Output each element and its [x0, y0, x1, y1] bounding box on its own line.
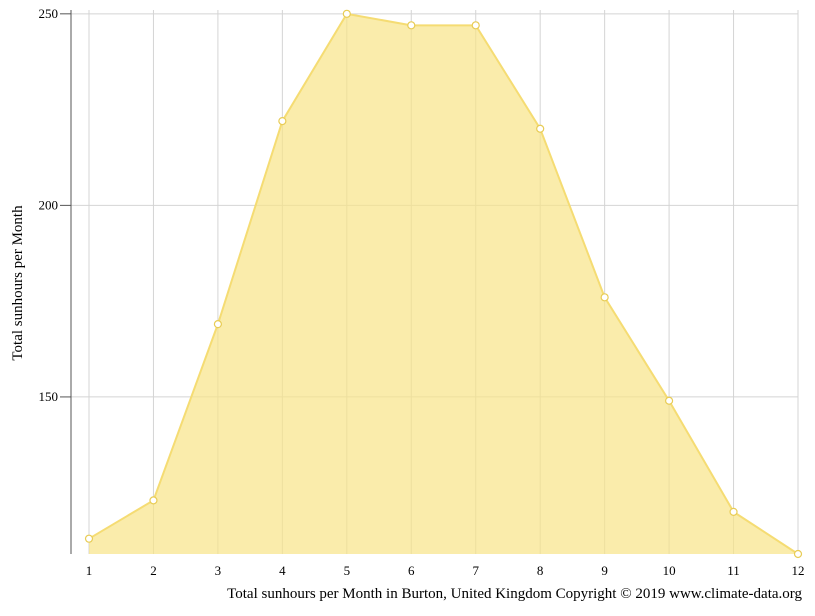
area-layer [88, 12, 799, 555]
x-tick-label: 4 [279, 563, 286, 578]
chart-caption: Total sunhours per Month in Burton, Unit… [227, 586, 802, 602]
x-tick-label: 8 [537, 563, 544, 578]
x-tick-label: 12 [792, 563, 805, 578]
x-tick-label: 9 [601, 563, 608, 578]
x-tick-label: 7 [472, 563, 479, 578]
x-tick-label: 10 [663, 563, 676, 578]
data-point[interactable] [84, 534, 94, 543]
data-point[interactable] [213, 320, 223, 329]
data-point[interactable] [342, 9, 351, 18]
data-point[interactable] [600, 293, 609, 302]
data-point[interactable] [149, 496, 158, 505]
y-axis-title: Total sunhours per Month [10, 205, 26, 361]
y-tick-label: 200 [39, 197, 59, 212]
y-tick-label: 250 [39, 6, 59, 21]
x-tick-label: 1 [86, 563, 93, 578]
x-tick-label: 3 [215, 563, 222, 578]
data-point[interactable] [407, 21, 416, 30]
y-tick-label: 150 [39, 389, 59, 404]
x-tick-layer: 1 2 3 4 5 6 7 8 9 10 11 12 [86, 563, 805, 578]
x-tick-label: 5 [344, 563, 351, 578]
y-tick-layer: 150 200 250 [39, 6, 71, 404]
data-point[interactable] [664, 396, 674, 405]
x-tick-label: 11 [727, 563, 740, 578]
data-point[interactable] [729, 507, 738, 516]
x-tick-label: 2 [150, 563, 157, 578]
data-point[interactable] [793, 549, 803, 559]
data-point[interactable] [471, 21, 480, 30]
data-point[interactable] [278, 116, 287, 126]
data-point[interactable] [536, 124, 545, 133]
x-tick-label: 6 [408, 563, 415, 578]
sunhours-line [88, 12, 799, 555]
sunhours-area [89, 13, 798, 554]
point-layer [84, 9, 803, 559]
